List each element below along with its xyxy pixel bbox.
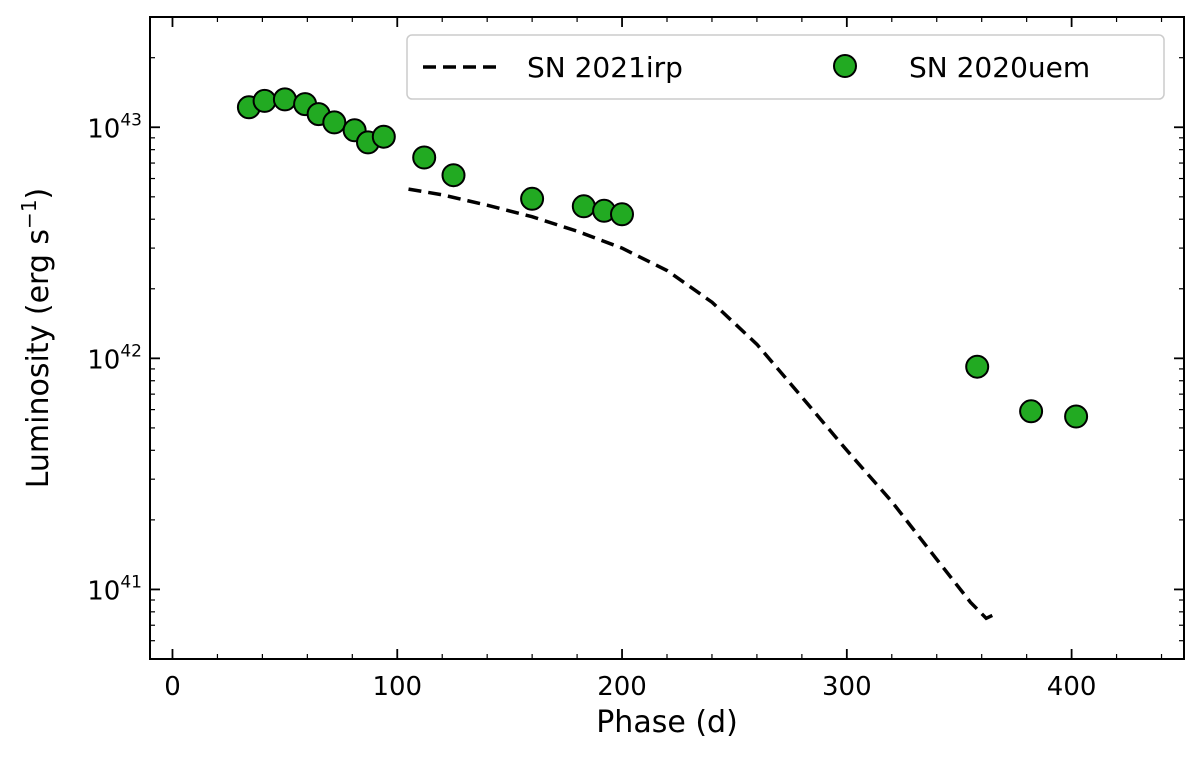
point-sn-2020uem	[520, 186, 545, 211]
x-tick-label: 200	[597, 672, 647, 702]
x-tick-label: 100	[372, 672, 422, 702]
y-axis-label-exp: −1	[17, 199, 41, 228]
y-axis-label-close: )	[21, 188, 56, 200]
series-sn-2021irp	[408, 187, 999, 621]
y-tick-label-exp: 41	[120, 572, 142, 592]
legend-box	[406, 34, 1165, 100]
y-tick-label-exp: 43	[120, 110, 142, 130]
legend-label-sn-2021irp: SN 2021irp	[527, 51, 683, 84]
point-sn-2020uem	[610, 202, 634, 227]
point-sn-2020uem	[371, 124, 396, 149]
point-sn-2020uem	[412, 145, 437, 170]
y-tick-label-base: 10	[87, 114, 120, 144]
x-tick-label: 300	[822, 672, 872, 702]
y-tick-label-base: 10	[87, 345, 120, 375]
series-sn-2020uem	[236, 87, 1089, 429]
plot-frame	[149, 16, 1185, 660]
point-sn-2020uem	[1064, 404, 1089, 429]
legend-label-sn-2020uem: SN 2020uem	[909, 51, 1090, 84]
point-sn-2020uem	[272, 87, 297, 112]
point-sn-2020uem	[1019, 399, 1044, 424]
x-axis-label: Phase (d)	[596, 705, 738, 740]
y-tick-label-exp: 42	[120, 341, 142, 361]
legend-marker-sn-2020uem	[833, 54, 857, 78]
y-axis-label: Luminosity (erg s−1)	[17, 188, 56, 489]
y-tick-label: 1041	[87, 572, 142, 606]
x-tick-label: 400	[1047, 672, 1097, 702]
point-sn-2020uem	[571, 194, 596, 219]
point-sn-2020uem	[441, 163, 466, 188]
y-tick-label-base: 10	[87, 576, 120, 606]
y-tick-label: 1042	[87, 341, 142, 375]
y-tick-label: 1043	[87, 110, 142, 144]
point-sn-2020uem	[965, 354, 990, 379]
x-tick-label: 0	[164, 672, 181, 702]
point-sn-2020uem	[322, 110, 347, 135]
legend: SN 2021irp SN 2020uem	[406, 34, 1165, 100]
y-axis-label-main: Luminosity (erg s	[21, 229, 56, 488]
point-sn-2020uem	[252, 88, 277, 113]
line-sn-2021irp	[408, 187, 999, 621]
